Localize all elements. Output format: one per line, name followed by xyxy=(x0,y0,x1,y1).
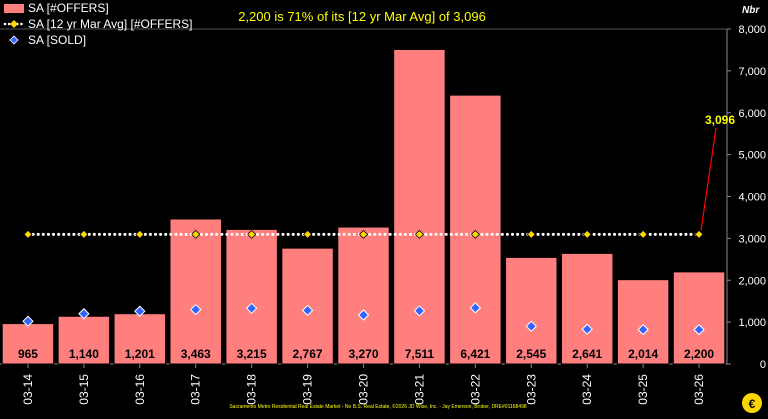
x-tick-label: 03-23 xyxy=(524,374,538,405)
x-tick-label: 03-20 xyxy=(357,374,371,405)
legend-swatch-offers xyxy=(4,4,24,13)
sold-point xyxy=(413,305,426,317)
y-tick-label: 5,000 xyxy=(738,150,766,162)
legend-label-sold: SA [SOLD] xyxy=(28,33,86,47)
average-line-series xyxy=(23,229,704,239)
bar xyxy=(113,313,167,365)
y-tick-label: 8,000 xyxy=(738,24,766,36)
y-axis-label: Nbr xyxy=(742,5,760,16)
x-tick-label: 03-21 xyxy=(412,374,426,405)
x-tick-label: 03-25 xyxy=(636,374,650,405)
bar-value-label: 965 xyxy=(18,347,38,361)
x-axis-ticks: 03-14 03-15 03-16 03-17 03-18 03-19 03-20 03-21… xyxy=(21,364,706,405)
average-point xyxy=(247,229,257,239)
bar-series xyxy=(1,48,726,365)
sold-point xyxy=(245,302,258,315)
average-point xyxy=(191,229,201,239)
annotation-label: 3,096 xyxy=(705,113,735,127)
average-point xyxy=(526,229,536,239)
bar-value-label: 7,511 xyxy=(405,347,435,361)
x-tick-label: 03-22 xyxy=(468,374,482,405)
brand-logo: € xyxy=(742,393,762,413)
chart-title: 2,200 is 71% of its [12 yr Mar Avg] of 3… xyxy=(238,9,486,24)
average-point xyxy=(582,229,592,239)
average-point xyxy=(135,229,145,239)
x-tick-label: 03-17 xyxy=(189,374,203,405)
average-point xyxy=(303,229,313,239)
bar xyxy=(57,315,111,365)
sold-point xyxy=(357,309,370,321)
y-tick-label: 0 xyxy=(760,359,766,371)
y-axis-ticks: 0 1,000 2,000 3,000 4,000 5,000 6,000 7,000 8,00… xyxy=(727,24,766,371)
bar-value-label: 6,421 xyxy=(460,347,490,361)
legend-marker-sold xyxy=(9,35,19,45)
y-tick-label: 6,000 xyxy=(738,108,766,120)
annotation-arrow xyxy=(700,127,717,231)
sold-point xyxy=(301,304,314,317)
bar xyxy=(337,226,390,365)
bar xyxy=(672,271,726,365)
sold-point xyxy=(134,305,146,317)
sold-point xyxy=(581,323,593,335)
sold-marker-series xyxy=(22,302,705,336)
y-tick-label: 2,000 xyxy=(738,275,766,287)
bar-value-label: 3,463 xyxy=(181,347,211,361)
bar-value-label: 2,545 xyxy=(516,347,546,361)
sold-point xyxy=(693,323,705,336)
average-point xyxy=(694,229,704,239)
bar-value-label: 2,767 xyxy=(293,347,323,361)
bar-value-label: 1,140 xyxy=(69,347,99,361)
bar-value-label: 1,201 xyxy=(125,347,155,361)
average-point xyxy=(470,229,480,239)
average-point xyxy=(638,229,648,239)
x-tick-label: 03-18 xyxy=(245,374,259,405)
bar-value-label: 2,200 xyxy=(684,347,714,361)
legend-marker-average xyxy=(10,20,18,28)
sold-point xyxy=(190,303,202,316)
logo-glyph: € xyxy=(749,397,756,411)
bar xyxy=(616,279,670,365)
sold-point xyxy=(78,308,90,320)
y-tick-label: 7,000 xyxy=(738,66,766,78)
bar xyxy=(560,252,614,365)
x-tick-label: 03-16 xyxy=(133,374,147,405)
average-point xyxy=(79,229,89,239)
average-point xyxy=(414,229,424,239)
x-tick-label: 03-24 xyxy=(580,374,594,405)
bar-label-group: 965 1,140 1,201 3,463 3,215 2,767 3,270 7,511 6,… xyxy=(18,347,714,361)
x-tick-label: 03-14 xyxy=(21,374,35,405)
average-point xyxy=(23,229,33,239)
chart-footer: Sacramento Metro Residential Real Estate… xyxy=(229,403,527,410)
sold-point xyxy=(22,315,34,327)
y-tick-label: 1,000 xyxy=(738,317,766,329)
legend-label-average: SA [12 yr Mar Avg] [#OFFERS] xyxy=(28,17,193,31)
bar-value-label: 2,641 xyxy=(572,347,602,361)
average-point xyxy=(358,229,369,239)
bar xyxy=(169,218,222,365)
bar xyxy=(393,48,446,365)
sold-point xyxy=(525,320,537,333)
bar xyxy=(505,256,558,365)
bar-value-label: 2,014 xyxy=(628,347,658,361)
average-annotation: 3,096 xyxy=(700,113,735,231)
y-tick-label: 3,000 xyxy=(738,233,766,245)
x-tick-label: 03-26 xyxy=(692,374,706,405)
bar xyxy=(449,94,502,365)
logo-circle xyxy=(742,393,762,413)
bar xyxy=(225,228,278,365)
legend: SA [#OFFERS] SA [12 yr Mar Avg] [#OFFERS]… xyxy=(3,1,193,47)
bar-value-label: 3,215 xyxy=(237,347,267,361)
bar-value-label: 3,270 xyxy=(348,347,378,361)
y-tick-label: 4,000 xyxy=(738,192,766,204)
sold-point xyxy=(637,323,649,336)
x-tick-label: 03-15 xyxy=(77,374,91,405)
legend-label-offers: SA [#OFFERS] xyxy=(28,1,109,15)
sold-point xyxy=(469,302,482,314)
x-tick-label: 03-19 xyxy=(301,374,315,405)
